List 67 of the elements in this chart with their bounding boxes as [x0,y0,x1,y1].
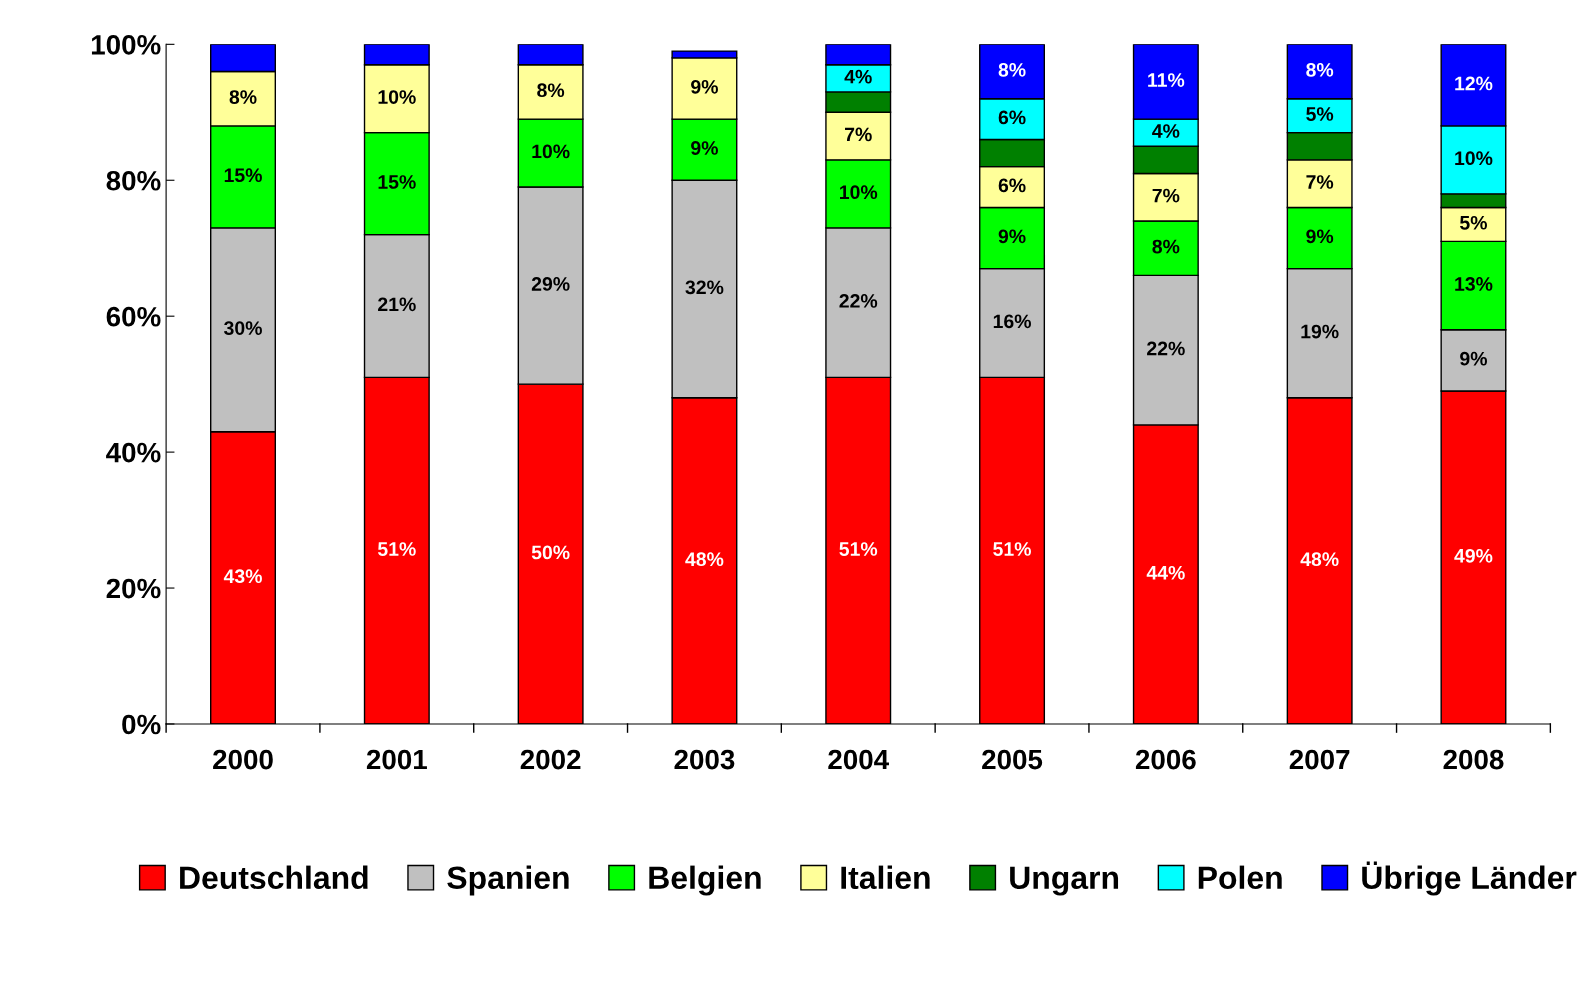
data-label: 9% [1460,351,1487,366]
data-label: 19% [1301,324,1339,339]
data-label: 51% [377,542,416,556]
data-label: 43% [223,569,262,584]
data-label: 48% [1300,552,1339,567]
data-label: 15% [224,168,262,183]
data-label: 51% [839,542,878,556]
data-label: 7% [845,127,872,142]
data-label: 32% [685,280,724,295]
legend-label: Ungarn [1010,866,1119,896]
data-label: 11% [1148,73,1185,87]
data-label: 9% [691,79,718,94]
x-tick-label: 2007 [1289,749,1350,770]
data-label: 12% [1455,76,1493,91]
data-label: 10% [1455,151,1493,166]
legend-label: Italien [841,865,930,890]
data-label: 15% [378,175,416,189]
data-label: 21% [378,297,416,312]
data-label: 8% [537,83,565,98]
legend-label: Polen [1198,865,1282,890]
data-label: 10% [532,144,570,159]
data-label: 44% [1146,565,1185,580]
x-tick-label: 2001 [366,749,427,770]
data-label: 10% [840,185,878,200]
x-tick-label: 2005 [982,749,1043,770]
data-label: 6% [998,178,1026,193]
data-label: 4% [844,69,872,84]
data-label: 48% [685,552,724,567]
data-label: 7% [1152,188,1180,203]
data-label: 22% [1147,341,1185,356]
data-label: 6% [998,110,1026,125]
data-label: 8% [998,62,1026,77]
x-tick-label: 2003 [674,749,735,770]
data-label: 16% [993,314,1031,329]
legend-label: Belgien [649,865,761,896]
data-label: 50% [531,545,570,560]
data-label: 8% [1152,239,1180,254]
legend-label: Spanien [447,865,569,896]
data-label: 13% [1455,277,1493,291]
data-label: 7% [1306,175,1334,189]
legend-label: Übrige Länder [1362,861,1577,896]
y-tick-label: 40% [106,442,161,463]
data-label: 30% [224,321,262,336]
y-tick-label: 60% [106,306,161,327]
data-label: 9% [691,141,718,155]
data-label: 4% [1152,124,1180,138]
data-label: 8% [229,90,257,104]
data-label: 49% [1454,548,1493,563]
legend-label: Deutschland [180,865,368,890]
x-tick-label: 2008 [1443,749,1504,770]
data-label: 51% [993,542,1031,556]
y-tick-label: 80% [106,170,161,191]
data-label: 29% [531,277,570,291]
x-tick-label: 2000 [213,749,273,770]
x-tick-label: 2004 [828,749,889,770]
x-tick-label: 2006 [1135,749,1196,770]
data-label: 5% [1306,107,1334,121]
data-label: 5% [1460,215,1487,230]
x-tick-label: 2002 [520,749,581,770]
y-tick-label: 20% [106,578,161,599]
data-label: 22% [839,294,878,308]
y-tick-label: 100% [91,34,161,55]
data-label: 9% [998,229,1026,244]
data-label: 9% [1306,229,1334,244]
y-tick-label: 0% [122,714,161,735]
data-label: 10% [378,90,416,104]
data-label: 8% [1306,62,1334,77]
